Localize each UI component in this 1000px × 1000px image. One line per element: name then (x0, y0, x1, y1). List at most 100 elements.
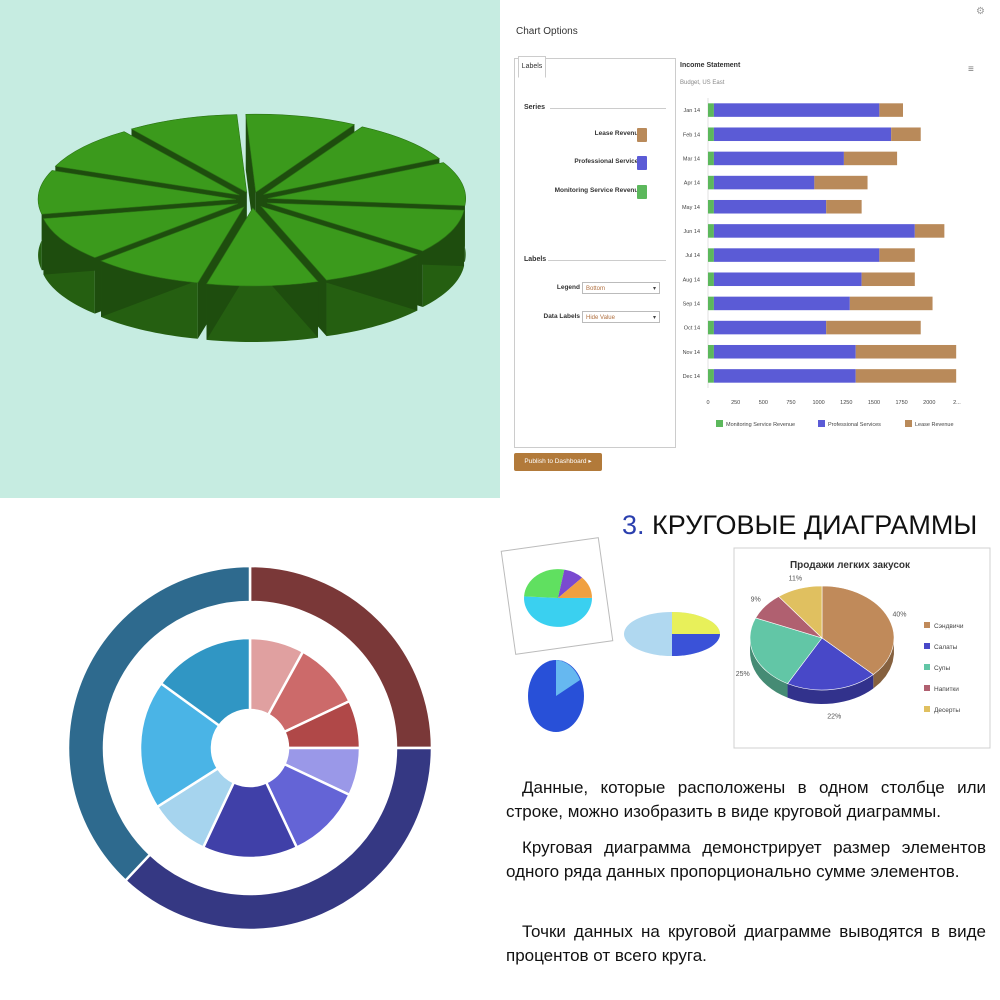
sunburst-outer-segment (66, 564, 252, 883)
x-tick-label: 2000 (923, 400, 935, 406)
thumbnail-slice (672, 612, 720, 634)
y-tick-label: Aug 14 (683, 277, 700, 283)
thumbnail-slice (524, 569, 565, 598)
menu-icon[interactable]: ≡ (968, 64, 974, 75)
bar-segment (814, 175, 868, 190)
gear-icon[interactable]: ⚙ (976, 6, 985, 17)
pie-slice-top (260, 205, 419, 281)
y-tick-label: Jul 14 (685, 253, 700, 259)
data-labels-label: Data Labels (543, 313, 581, 320)
x-tick-label: 500 (759, 400, 768, 406)
chevron-down-icon: ▾ (652, 315, 656, 321)
bar-segment (713, 248, 880, 262)
slice-data-label: 40% (892, 611, 906, 618)
slide-paragraph: Круговая диаграмма демонстрирует размер … (506, 838, 986, 881)
legend-swatch (924, 664, 930, 670)
data-labels-select-value: Hide Value (586, 315, 615, 321)
pie-slice-top (54, 131, 240, 196)
bar-segment (713, 103, 880, 117)
pie-slice-side (873, 640, 894, 689)
pie-slice-top (130, 114, 248, 193)
legend-select[interactable]: Bottom ▾ (582, 282, 660, 294)
bar-segment (914, 224, 945, 238)
slide-number: 3. (622, 510, 645, 540)
green-3d-pie-panel (0, 0, 500, 498)
x-tick-label: 750 (786, 400, 795, 406)
pie-slice-side (787, 674, 874, 704)
divider (550, 108, 666, 109)
series-swatch-lease[interactable] (637, 128, 647, 142)
income-stacked-bar-chart: Jan 14 Feb 14 Mar 14 Apr 14 May 14 Jun 14 Jul … (682, 98, 961, 428)
x-tick-label: 250 (731, 400, 740, 406)
chart-options-panel: Chart Options ⚙ Labels Series Lease Reve… (500, 0, 1000, 498)
pie-slice (821, 585, 895, 675)
pie-slice-top (263, 126, 441, 195)
sunburst-panel (0, 498, 500, 1000)
pie-slice (100, 206, 245, 339)
pie-slice (206, 207, 319, 342)
x-tick-label: 1500 (868, 400, 880, 406)
bar-segment (713, 175, 815, 190)
bar-segment (708, 344, 714, 359)
legend-label: Салаты (934, 644, 958, 651)
sunburst-chart (66, 564, 434, 932)
x-tick-label: 2... (953, 400, 961, 406)
tab-labels[interactable]: Labels (518, 56, 546, 78)
options-tab-content (514, 58, 676, 448)
y-tick-label: Mar 14 (683, 156, 700, 162)
slice-data-label: 9% (751, 597, 761, 604)
legend-label: Lease Revenue (915, 422, 954, 428)
series-swatch-professional[interactable] (637, 156, 647, 170)
legend-label: Напитки (934, 686, 959, 693)
thumbnail-chart (624, 612, 720, 656)
slide-chart-title: Продажи легких закусок (790, 560, 911, 571)
y-tick-label: Jun 14 (683, 229, 700, 235)
slice-data-label: 25% (736, 671, 750, 678)
publish-to-dashboard-button[interactable]: Publish to Dashboard ▸ (514, 453, 602, 471)
y-tick-label: Nov 14 (683, 350, 700, 356)
pie-slide-panel: 3. КРУГОВЫЕ ДИАГРАММЫ Продажи легких зак… (500, 498, 1000, 1000)
legend-label: Сэндвичи (934, 623, 964, 630)
x-tick-label: 1000 (813, 400, 825, 406)
slide-paragraph: Точки данных на круговой диаграмме вывод… (506, 922, 986, 965)
sunburst-center-hole (214, 712, 286, 784)
slide-heading: КРУГОВЫЕ ДИАГРАММЫ (652, 510, 978, 540)
y-tick-label: Feb 14 (683, 132, 700, 138)
bar-segment (855, 344, 957, 359)
labels-heading: Labels (524, 256, 547, 263)
legend-swatch (924, 643, 930, 649)
bar-segment (708, 296, 714, 311)
pie-slice-side (750, 636, 788, 698)
pie-slice-top (267, 162, 466, 207)
bar-segment (713, 127, 892, 142)
legend-swatch (924, 706, 930, 712)
bar-segment (861, 272, 915, 287)
bar-segment (879, 103, 903, 117)
legend-swatch (716, 420, 723, 427)
bar-segment (708, 103, 714, 117)
slide-title: 3. КРУГОВЫЕ ДИАГРАММЫ (622, 510, 977, 541)
data-labels-select[interactable]: Hide Value ▾ (582, 311, 660, 323)
bar-segment (708, 199, 714, 214)
y-tick-label: Dec 14 (683, 374, 700, 380)
legend-label: Супы (934, 665, 950, 672)
series-swatch-monitoring[interactable] (637, 185, 647, 199)
chevron-down-icon: ▾ (652, 286, 656, 292)
bar-segment (708, 272, 714, 287)
legend-swatch (924, 685, 930, 691)
bar-segment (713, 296, 850, 311)
divider (548, 260, 666, 261)
bar-segment (713, 272, 862, 287)
bar-segment (708, 127, 714, 142)
x-tick-label: 1750 (895, 400, 907, 406)
bar-segment (713, 344, 856, 359)
thumbnail-slice (524, 596, 592, 627)
pie-slice-top (266, 202, 465, 252)
pie-slice-top (42, 203, 238, 258)
legend-swatch (905, 420, 912, 427)
series-heading: Series (524, 104, 546, 111)
bar-chart-title: Income Statement (680, 62, 741, 69)
bar-segment (879, 248, 915, 262)
x-tick-label: 0 (706, 400, 709, 406)
pie-slice-top (37, 170, 237, 215)
